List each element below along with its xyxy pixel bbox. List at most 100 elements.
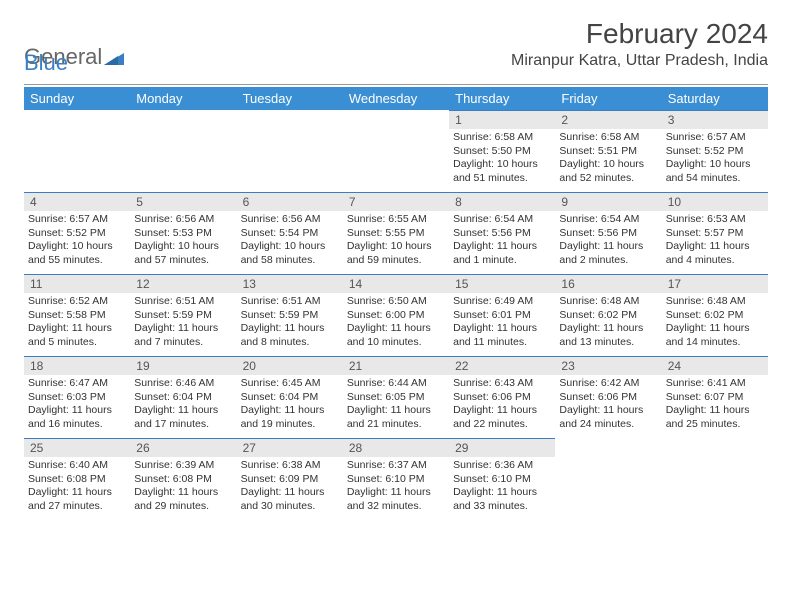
day-info-line: Sunset: 6:08 PM: [28, 473, 126, 487]
calendar-day-cell: 29Sunrise: 6:36 AMSunset: 6:10 PMDayligh…: [449, 438, 555, 520]
day-info-line: Sunrise: 6:44 AM: [347, 377, 445, 391]
day-info-line: Daylight: 11 hours: [347, 404, 445, 418]
day-info-line: Daylight: 10 hours: [559, 158, 657, 172]
day-info-line: Sunset: 6:00 PM: [347, 309, 445, 323]
day-number: 17: [662, 274, 768, 293]
day-info-line: Daylight: 10 hours: [28, 240, 126, 254]
day-number: 21: [343, 356, 449, 375]
calendar-table: SundayMondayTuesdayWednesdayThursdayFrid…: [24, 87, 768, 520]
calendar-day-cell: 10Sunrise: 6:53 AMSunset: 5:57 PMDayligh…: [662, 192, 768, 274]
day-info-line: Sunrise: 6:55 AM: [347, 213, 445, 227]
day-number: 18: [24, 356, 130, 375]
day-info-line: and 1 minute.: [453, 254, 551, 268]
day-info-line: Daylight: 11 hours: [347, 322, 445, 336]
day-info-line: Daylight: 11 hours: [134, 404, 232, 418]
calendar-week-row: 1Sunrise: 6:58 AMSunset: 5:50 PMDaylight…: [24, 110, 768, 192]
day-info-line: and 33 minutes.: [453, 500, 551, 514]
calendar-day-cell: 6Sunrise: 6:56 AMSunset: 5:54 PMDaylight…: [237, 192, 343, 274]
day-info-line: Daylight: 11 hours: [134, 322, 232, 336]
day-info-line: Daylight: 11 hours: [28, 404, 126, 418]
day-info-line: Daylight: 11 hours: [28, 486, 126, 500]
day-number: 4: [24, 192, 130, 211]
day-body: Sunrise: 6:55 AMSunset: 5:55 PMDaylight:…: [343, 211, 449, 272]
day-info-line: Daylight: 11 hours: [559, 404, 657, 418]
day-info-line: and 17 minutes.: [134, 418, 232, 432]
weekday-header: Sunday: [24, 87, 130, 110]
day-body: Sunrise: 6:51 AMSunset: 5:59 PMDaylight:…: [237, 293, 343, 354]
day-info-line: Sunset: 6:02 PM: [559, 309, 657, 323]
day-body: Sunrise: 6:46 AMSunset: 6:04 PMDaylight:…: [130, 375, 236, 436]
day-number: 25: [24, 438, 130, 457]
day-info-line: and 5 minutes.: [28, 336, 126, 350]
day-info-line: Sunrise: 6:43 AM: [453, 377, 551, 391]
day-info-line: Daylight: 10 hours: [241, 240, 339, 254]
day-number: 8: [449, 192, 555, 211]
day-info-line: and 58 minutes.: [241, 254, 339, 268]
day-number: 10: [662, 192, 768, 211]
calendar-day-cell: 12Sunrise: 6:51 AMSunset: 5:59 PMDayligh…: [130, 274, 236, 356]
calendar-day-cell: 13Sunrise: 6:51 AMSunset: 5:59 PMDayligh…: [237, 274, 343, 356]
day-info-line: Sunrise: 6:47 AM: [28, 377, 126, 391]
day-body: Sunrise: 6:48 AMSunset: 6:02 PMDaylight:…: [555, 293, 661, 354]
calendar-day-cell: [237, 110, 343, 192]
day-info-line: Sunrise: 6:51 AM: [241, 295, 339, 309]
day-info-line: Daylight: 11 hours: [666, 404, 764, 418]
day-info-line: Sunrise: 6:58 AM: [453, 131, 551, 145]
calendar-day-cell: 18Sunrise: 6:47 AMSunset: 6:03 PMDayligh…: [24, 356, 130, 438]
day-body: Sunrise: 6:56 AMSunset: 5:54 PMDaylight:…: [237, 211, 343, 272]
day-info-line: Sunrise: 6:50 AM: [347, 295, 445, 309]
day-info-line: Daylight: 11 hours: [453, 240, 551, 254]
calendar-day-cell: [24, 110, 130, 192]
calendar-header-row: SundayMondayTuesdayWednesdayThursdayFrid…: [24, 87, 768, 110]
day-body: Sunrise: 6:45 AMSunset: 6:04 PMDaylight:…: [237, 375, 343, 436]
calendar-day-cell: 7Sunrise: 6:55 AMSunset: 5:55 PMDaylight…: [343, 192, 449, 274]
day-info-line: Sunrise: 6:42 AM: [559, 377, 657, 391]
day-number: 5: [130, 192, 236, 211]
day-info-line: and 11 minutes.: [453, 336, 551, 350]
day-info-line: Sunrise: 6:56 AM: [134, 213, 232, 227]
day-info-line: Sunset: 5:57 PM: [666, 227, 764, 241]
calendar-day-cell: 2Sunrise: 6:58 AMSunset: 5:51 PMDaylight…: [555, 110, 661, 192]
day-info-line: Sunrise: 6:40 AM: [28, 459, 126, 473]
day-info-line: Sunset: 6:06 PM: [453, 391, 551, 405]
day-info-line: and 16 minutes.: [28, 418, 126, 432]
day-info-line: Sunset: 5:51 PM: [559, 145, 657, 159]
calendar-week-row: 11Sunrise: 6:52 AMSunset: 5:58 PMDayligh…: [24, 274, 768, 356]
day-info-line: Sunset: 6:04 PM: [241, 391, 339, 405]
day-number: 19: [130, 356, 236, 375]
calendar-day-cell: 5Sunrise: 6:56 AMSunset: 5:53 PMDaylight…: [130, 192, 236, 274]
day-info-line: and 29 minutes.: [134, 500, 232, 514]
day-info-line: and 24 minutes.: [559, 418, 657, 432]
day-body: Sunrise: 6:39 AMSunset: 6:08 PMDaylight:…: [130, 457, 236, 518]
day-info-line: and 55 minutes.: [28, 254, 126, 268]
day-info-line: Sunrise: 6:58 AM: [559, 131, 657, 145]
day-info-line: Daylight: 11 hours: [241, 404, 339, 418]
weekday-header: Monday: [130, 87, 236, 110]
day-info-line: and 4 minutes.: [666, 254, 764, 268]
day-info-line: Sunrise: 6:53 AM: [666, 213, 764, 227]
day-info-line: Daylight: 11 hours: [134, 486, 232, 500]
day-info-line: Sunrise: 6:57 AM: [666, 131, 764, 145]
day-info-line: Sunset: 5:52 PM: [28, 227, 126, 241]
day-number: 13: [237, 274, 343, 293]
day-info-line: Daylight: 10 hours: [666, 158, 764, 172]
calendar-day-cell: 16Sunrise: 6:48 AMSunset: 6:02 PMDayligh…: [555, 274, 661, 356]
day-info-line: Sunset: 5:56 PM: [559, 227, 657, 241]
calendar-day-cell: 1Sunrise: 6:58 AMSunset: 5:50 PMDaylight…: [449, 110, 555, 192]
weekday-header: Tuesday: [237, 87, 343, 110]
day-info-line: and 13 minutes.: [559, 336, 657, 350]
day-info-line: and 27 minutes.: [28, 500, 126, 514]
day-info-line: Daylight: 11 hours: [453, 322, 551, 336]
calendar-week-row: 25Sunrise: 6:40 AMSunset: 6:08 PMDayligh…: [24, 438, 768, 520]
day-info-line: Sunset: 5:52 PM: [666, 145, 764, 159]
day-info-line: and 19 minutes.: [241, 418, 339, 432]
day-info-line: and 32 minutes.: [347, 500, 445, 514]
day-info-line: Sunset: 6:05 PM: [347, 391, 445, 405]
day-info-line: Sunrise: 6:46 AM: [134, 377, 232, 391]
day-number: 3: [662, 110, 768, 129]
day-info-line: Sunrise: 6:41 AM: [666, 377, 764, 391]
day-info-line: Sunset: 6:08 PM: [134, 473, 232, 487]
day-info-line: Sunrise: 6:37 AM: [347, 459, 445, 473]
day-number: 26: [130, 438, 236, 457]
day-body: Sunrise: 6:43 AMSunset: 6:06 PMDaylight:…: [449, 375, 555, 436]
